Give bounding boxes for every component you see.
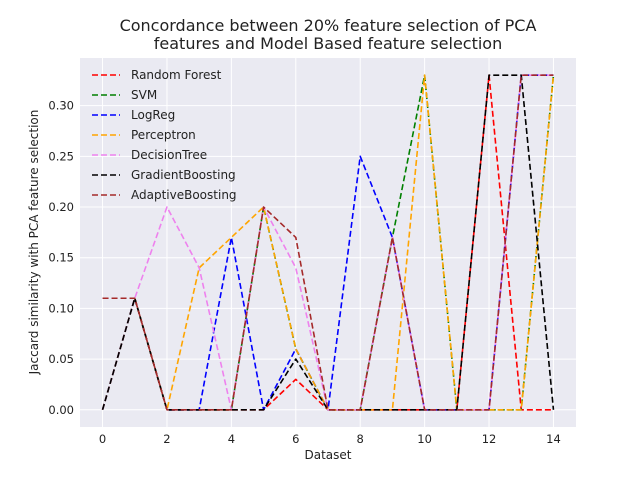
x-tick-label: 12 — [482, 432, 497, 446]
x-tick-label: 0 — [99, 432, 106, 446]
x-axis-label: Dataset — [305, 448, 352, 462]
grid — [80, 58, 576, 427]
x-tick-label: 8 — [357, 432, 364, 446]
legend-label-logreg: LogReg — [131, 108, 175, 122]
chart-title-line-2: features and Model Based feature selecti… — [154, 34, 502, 53]
y-tick-label: 0.00 — [48, 403, 74, 417]
legend-label-random-forest: Random Forest — [131, 68, 222, 82]
x-tick-label: 10 — [417, 432, 432, 446]
legend-label-adaptiveboosting: AdaptiveBoosting — [131, 188, 237, 202]
x-tick-label: 2 — [163, 432, 170, 446]
y-tick-label: 0.15 — [48, 251, 74, 265]
y-axis-label: Jaccard similarity with PCA feature sele… — [27, 110, 41, 376]
x-tick-label: 14 — [546, 432, 561, 446]
x-tick-label: 6 — [292, 432, 299, 446]
legend-label-gradientboosting: GradientBoosting — [131, 168, 236, 182]
x-axis-ticks: 0 2 4 6 8 10 12 14 — [99, 432, 561, 446]
x-tick-label: 4 — [228, 432, 235, 446]
y-tick-label: 0.05 — [48, 352, 74, 366]
y-tick-label: 0.30 — [48, 99, 74, 113]
y-tick-label: 0.20 — [48, 200, 74, 214]
y-axis-ticks: 0.00 0.05 0.10 0.15 0.20 0.25 0.30 — [48, 99, 74, 417]
series-layer — [101, 74, 555, 411]
legend-label-svm: SVM — [131, 88, 157, 102]
legend-label-decisiontree: DecisionTree — [131, 148, 207, 162]
chart-title-line-1: Concordance between 20% feature selectio… — [120, 16, 537, 35]
legend-label-perceptron: Perceptron — [131, 128, 196, 142]
series-line-gradientboosting — [101, 74, 555, 411]
series-line-adaptiveboosting — [102, 74, 554, 411]
legend: Random Forest SVM LogReg Perceptron Decision… — [92, 68, 237, 202]
y-tick-label: 0.10 — [48, 301, 74, 315]
y-tick-label: 0.25 — [48, 149, 74, 163]
